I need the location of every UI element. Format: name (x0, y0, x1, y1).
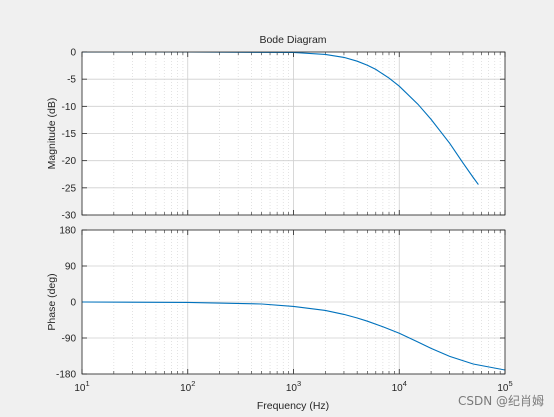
x-tick-label: 102 (180, 379, 195, 394)
magnitude-panel: 0 -5 -10 -15 -20 -25 -30 Magnitude (dB) (46, 48, 506, 222)
phase-ylabel: Phase (deg) (46, 273, 58, 330)
phase-line (82, 301, 505, 371)
y-tick-label: 0 (70, 48, 76, 59)
watermark: CSDN @纪肖姆 (457, 394, 544, 408)
y-tick-label: -90 (62, 334, 77, 345)
magnitude-line (82, 52, 479, 185)
y-tick-label: -25 (62, 183, 77, 194)
y-tick-label: -10 (62, 102, 77, 113)
x-tick-label: 104 (392, 379, 407, 394)
x-axis-label: Frequency (Hz) (257, 400, 329, 412)
y-tick-label: -180 (56, 370, 76, 381)
x-tick-label: 103 (286, 379, 301, 394)
axes-box (81, 229, 506, 375)
y-tick-label: 90 (65, 262, 77, 273)
y-tick-label: -5 (67, 75, 76, 86)
x-tick-label: 101 (74, 379, 89, 394)
y-tick-label: -30 (62, 211, 77, 222)
y-tick-label: -15 (62, 129, 77, 140)
x-tick-label: 105 (497, 379, 512, 394)
axes-box (81, 51, 506, 216)
magnitude-ylabel: Magnitude (dB) (46, 98, 58, 170)
y-tick-label: 180 (59, 226, 76, 237)
y-tick-label: -20 (62, 156, 77, 167)
y-tick-label: 0 (70, 298, 76, 309)
phase-panel: 180 90 0 -90 -180 Phase (deg) (46, 226, 506, 381)
chart-title: Bode Diagram (259, 34, 326, 46)
